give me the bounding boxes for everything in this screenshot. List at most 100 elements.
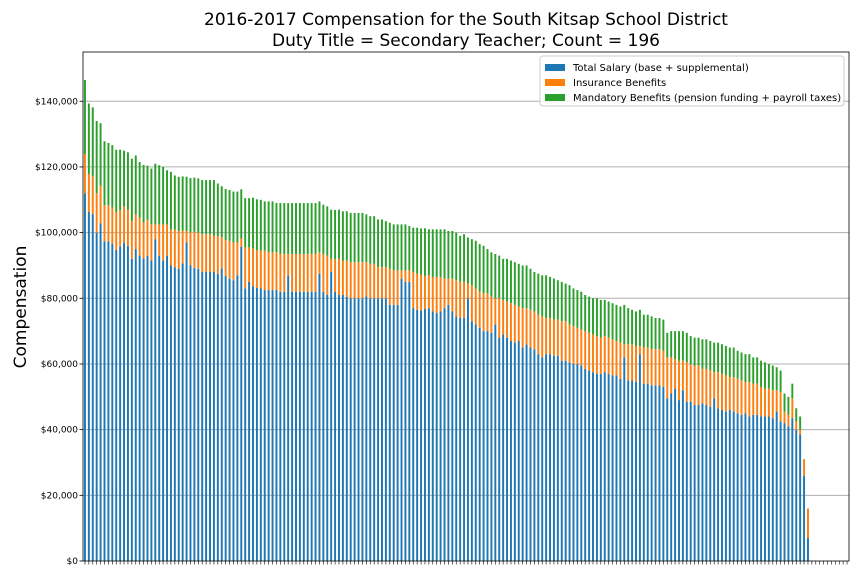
- bar-segment-insurance: [380, 267, 383, 299]
- bar-segment-mandatory: [87, 103, 90, 175]
- bar-segment-insurance: [318, 252, 321, 274]
- bar-segment-insurance: [681, 360, 684, 391]
- bar-segment-mandatory: [177, 176, 180, 231]
- bar-segment-mandatory: [240, 189, 243, 239]
- bar-segment-insurance: [138, 217, 141, 256]
- bar-segment-mandatory: [638, 309, 641, 346]
- bar-segment-insurance: [373, 263, 376, 299]
- bar-segment-insurance: [537, 314, 540, 355]
- bar-segment-insurance: [244, 247, 247, 289]
- bar-segment-salary: [181, 263, 184, 561]
- bar-segment-mandatory: [338, 209, 340, 259]
- bar-segment-salary: [498, 337, 501, 561]
- bar-segment-insurance: [103, 205, 106, 242]
- bar-segment-mandatory: [607, 301, 610, 338]
- bar-segment-insurance: [279, 253, 282, 292]
- bar-segment-salary: [255, 287, 258, 561]
- bar-segment-mandatory: [662, 319, 665, 351]
- bar-segment-mandatory: [302, 203, 305, 254]
- bar-segment-insurance: [115, 212, 118, 250]
- bar-segment-mandatory: [466, 237, 469, 284]
- bar-segment-salary: [330, 272, 333, 561]
- bar-segment-mandatory: [631, 309, 634, 345]
- bar-segment-mandatory: [126, 152, 129, 210]
- bar-segment-mandatory: [361, 212, 364, 263]
- bar-segment-salary: [568, 362, 571, 561]
- bar-segment-mandatory: [595, 298, 598, 337]
- y-tick-label: $140,000: [35, 97, 78, 107]
- bar-segment-mandatory: [615, 304, 618, 341]
- bar-segment-insurance: [201, 234, 204, 273]
- bar-segment-insurance: [326, 255, 329, 296]
- bar-segment-insurance: [705, 368, 708, 406]
- bar-segment-insurance: [541, 316, 544, 358]
- bar-segment-insurance: [439, 276, 442, 312]
- bar-segment-mandatory: [752, 357, 755, 384]
- bar-segment-mandatory: [146, 165, 149, 220]
- bar-segment-insurance: [556, 319, 559, 356]
- bar-segment-insurance: [400, 270, 403, 279]
- bar-segment-mandatory: [306, 203, 309, 254]
- bar-segment-mandatory: [443, 229, 446, 279]
- bar-segment-mandatory: [193, 177, 196, 232]
- bar-segment-salary: [209, 272, 211, 561]
- bar-segment-insurance: [564, 321, 567, 361]
- bar-segment-insurance: [674, 359, 677, 389]
- chart-subtitle: Duty Title = Secondary Teacher; Count = …: [272, 31, 660, 51]
- bar-segment-salary: [525, 344, 528, 561]
- bar-segment-mandatory: [502, 258, 505, 300]
- bar-segment-salary: [502, 334, 505, 561]
- bar-segment-insurance: [529, 309, 532, 348]
- bar-segment-salary: [549, 354, 552, 561]
- bar-segment-mandatory: [95, 120, 98, 194]
- bar-segment-mandatory: [447, 230, 450, 279]
- bar-segment-insurance: [287, 253, 290, 276]
- bar-segment-salary: [252, 286, 254, 561]
- bar-segment-insurance: [205, 234, 208, 273]
- bar-segment-salary: [291, 291, 294, 561]
- bar-segment-insurance: [576, 327, 579, 364]
- legend-swatch: [545, 79, 565, 86]
- bar-segment-mandatory: [103, 141, 106, 206]
- bar-segment-mandatory: [232, 191, 235, 243]
- bar-segment-salary: [388, 304, 391, 561]
- bar-segment-insurance: [404, 270, 407, 282]
- bar-segment-mandatory: [384, 221, 387, 268]
- bar-segment-salary: [185, 242, 188, 561]
- bar-segment-insurance: [466, 283, 469, 299]
- bar-segment-mandatory: [572, 288, 575, 327]
- bar-segment-salary: [392, 304, 395, 561]
- bar-segment-salary: [173, 267, 176, 561]
- bar-segment-mandatory: [298, 203, 301, 254]
- bar-segment-insurance: [580, 329, 583, 366]
- bar-segment-salary: [803, 475, 806, 561]
- bar-segment-salary: [177, 268, 180, 561]
- bar-segment-mandatory: [689, 336, 692, 364]
- bar-segment-salary: [248, 281, 251, 561]
- y-tick-label: $40,000: [41, 426, 78, 436]
- bar-segment-mandatory: [642, 314, 645, 348]
- axes: $0 $20,000 $40,000 $60,000 $80,000 $100,000 $1…: [35, 51, 850, 567]
- bar-segment-insurance: [338, 258, 340, 296]
- bar-segment-salary: [377, 298, 380, 561]
- bar-segment-insurance: [533, 311, 536, 350]
- bar-segment-salary: [779, 421, 782, 561]
- bar-segment-salary: [689, 401, 692, 561]
- bar-segment-insurance: [345, 260, 348, 297]
- bar-segment-insurance: [189, 232, 192, 266]
- bar-segment-mandatory: [216, 183, 219, 237]
- bar-segment-salary: [666, 398, 669, 561]
- bar-segment-salary: [787, 426, 790, 561]
- bar-segment-insurance: [498, 298, 501, 338]
- bar-segment-mandatory: [763, 362, 766, 389]
- bar-segment-insurance: [123, 206, 126, 243]
- bar-segment-insurance: [517, 306, 520, 341]
- bar-segment-mandatory: [224, 189, 227, 240]
- bar-segment-mandatory: [275, 202, 278, 253]
- bar-segment-insurance: [470, 285, 473, 322]
- bar-segment-insurance: [447, 278, 450, 305]
- bar-segment-mandatory: [650, 316, 653, 350]
- bar-segment-salary: [439, 311, 442, 561]
- bar-segment-mandatory: [134, 155, 137, 215]
- bar-segment-mandatory: [412, 227, 415, 273]
